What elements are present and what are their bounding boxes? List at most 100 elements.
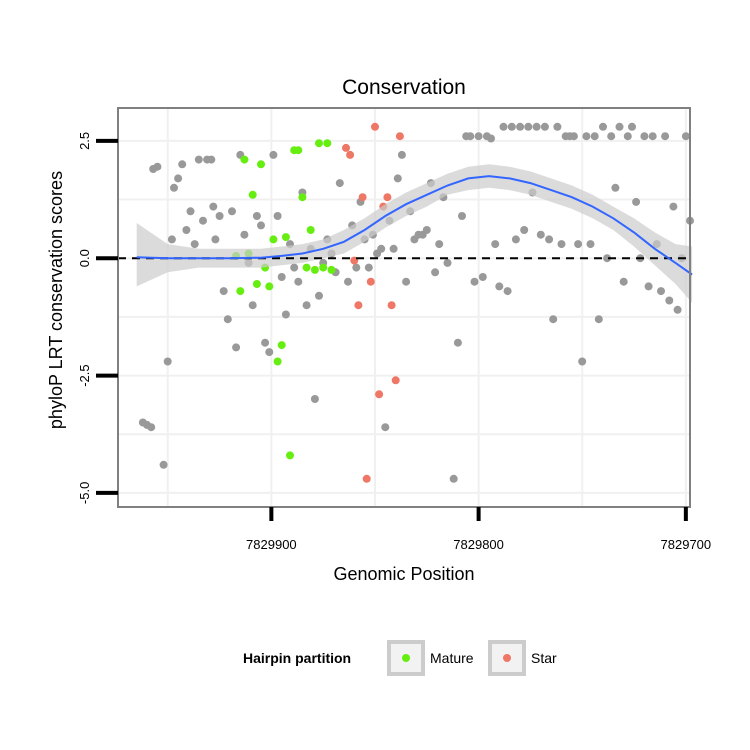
data-point-other <box>611 183 620 192</box>
data-point-other <box>389 244 398 253</box>
data-point-other <box>335 179 344 188</box>
data-point-other <box>443 258 452 267</box>
data-point-other <box>228 207 236 216</box>
data-point-other <box>578 357 587 366</box>
x-tick-label: 7829900 <box>246 537 297 552</box>
data-point-other <box>252 212 261 220</box>
data-point-mature <box>273 357 282 366</box>
data-point-other <box>257 221 265 230</box>
data-point-mature <box>306 226 315 234</box>
data-point-other <box>281 310 290 319</box>
data-point-other <box>402 277 411 286</box>
data-point-mature <box>248 190 257 199</box>
legend: Hairpin partition Mature Star <box>243 640 557 676</box>
data-point-other <box>265 348 274 357</box>
data-point-star <box>371 122 379 131</box>
data-point-other <box>623 132 632 141</box>
data-point-other <box>458 212 466 220</box>
data-point-mature <box>269 235 278 244</box>
data-point-other <box>163 357 172 366</box>
panel-border <box>117 107 691 508</box>
data-point-other <box>594 315 603 324</box>
data-point-other <box>290 263 299 272</box>
data-point-mature <box>294 146 303 155</box>
data-point-mature <box>310 265 319 274</box>
data-point-mature <box>323 139 332 148</box>
data-point-other <box>607 132 616 141</box>
data-point-other <box>194 155 203 164</box>
y-tick-label: -2.5 <box>77 364 92 386</box>
legend-title: Hairpin partition <box>243 650 351 666</box>
data-point-star <box>387 301 396 310</box>
data-point-other <box>269 150 278 159</box>
data-point-other <box>190 240 199 249</box>
data-point-other <box>603 254 612 263</box>
data-point-other <box>681 132 690 141</box>
data-point-other <box>545 235 554 244</box>
data-point-other <box>159 460 168 469</box>
data-point-mature <box>240 155 249 164</box>
data-point-other <box>248 301 257 310</box>
legend-label-star: Star <box>531 650 557 666</box>
data-point-other <box>178 160 187 169</box>
data-point-other <box>277 273 286 281</box>
data-point-other <box>669 202 678 211</box>
x-tick-label: 7829800 <box>453 537 504 552</box>
legend-dot-star <box>503 654 511 662</box>
data-point-other <box>661 132 670 141</box>
data-point-other <box>540 122 549 131</box>
data-point-other <box>673 305 682 314</box>
data-point-star <box>375 390 384 399</box>
data-point-star <box>366 277 375 286</box>
data-point-other <box>153 162 162 171</box>
data-point-other <box>478 273 487 281</box>
data-point-star <box>391 376 400 385</box>
data-point-other <box>377 244 386 253</box>
data-point-other <box>174 174 183 183</box>
data-point-other <box>553 122 562 131</box>
data-point-mature <box>302 263 311 272</box>
data-point-other <box>615 122 624 131</box>
data-point-other <box>628 122 636 131</box>
data-point-mature <box>265 282 274 291</box>
data-point-other <box>619 277 628 286</box>
data-point-other <box>215 212 224 220</box>
data-point-mature <box>257 160 265 169</box>
data-point-other <box>657 287 665 296</box>
data-point-other <box>147 423 156 432</box>
data-point-other <box>393 174 402 183</box>
data-point-other <box>474 132 483 141</box>
data-point-star <box>346 150 355 159</box>
data-point-other <box>167 235 176 244</box>
data-point-other <box>397 150 406 159</box>
data-point-other <box>582 132 591 141</box>
data-point-mature <box>319 263 328 272</box>
y-tick-label: 0.0 <box>77 249 92 267</box>
data-point-other <box>240 230 249 239</box>
confidence-ribbon <box>136 164 693 303</box>
data-point-star <box>362 474 371 483</box>
data-point-other <box>352 263 361 272</box>
data-point-mature <box>236 287 245 296</box>
data-point-mature <box>286 451 294 460</box>
data-point-star <box>354 301 363 310</box>
data-point-other <box>219 287 228 296</box>
data-point-star <box>383 193 392 202</box>
legend-label-mature: Mature <box>430 650 474 666</box>
data-point-other <box>516 122 525 131</box>
data-point-other <box>470 277 479 286</box>
data-point-other <box>549 315 558 324</box>
data-point-other <box>520 226 529 234</box>
data-point-other <box>557 240 566 249</box>
data-point-mature <box>315 139 323 148</box>
data-point-mature <box>252 280 261 288</box>
data-point-other <box>422 226 431 234</box>
data-point-other <box>487 134 495 143</box>
data-point-other <box>574 240 583 249</box>
data-point-other <box>199 216 207 225</box>
data-point-other <box>453 338 462 347</box>
data-point-other <box>665 296 674 305</box>
data-point-other <box>507 122 516 131</box>
data-point-other <box>449 474 458 483</box>
